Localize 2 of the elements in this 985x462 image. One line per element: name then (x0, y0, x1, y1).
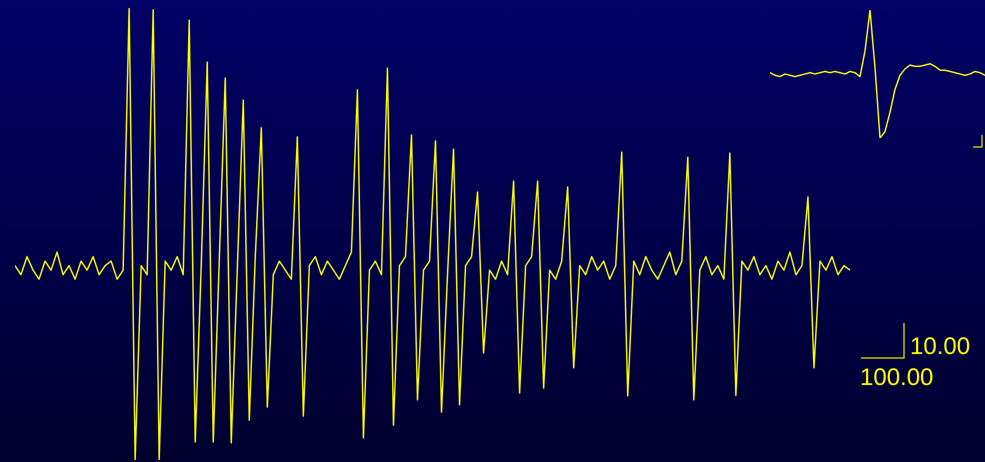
text: 10.00 (910, 333, 970, 360)
text: 100.00 (860, 364, 934, 391)
